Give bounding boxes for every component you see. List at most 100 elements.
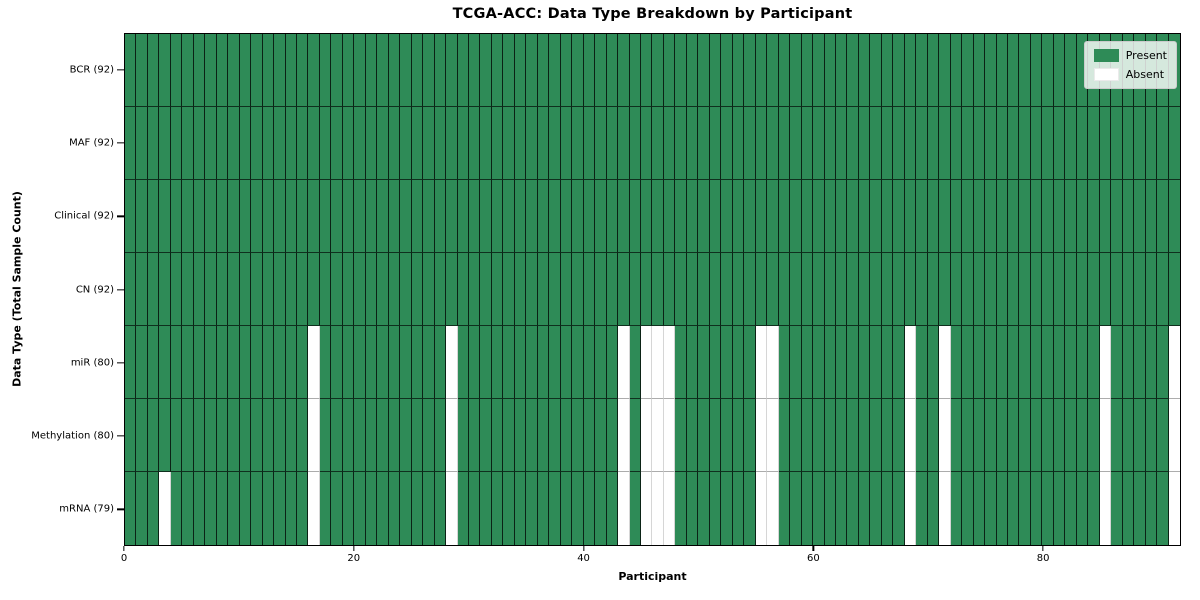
chart-title: TCGA-ACC: Data Type Breakdown by Partici… <box>452 6 853 22</box>
heatmap-cell <box>721 180 733 253</box>
heatmap-cell <box>698 472 710 545</box>
heatmap-cell <box>262 107 275 180</box>
heatmap-cell <box>996 472 1008 545</box>
heatmap-cell <box>962 34 974 107</box>
heatmap-cell <box>1030 399 1043 472</box>
heatmap-cell <box>618 253 630 326</box>
legend-item-present: Present <box>1093 49 1167 62</box>
heatmap-cell <box>606 34 619 107</box>
heatmap-cell <box>1065 180 1077 253</box>
legend-label-absent: Absent <box>1125 68 1165 81</box>
heatmap-cell <box>549 472 561 545</box>
heatmap-cell <box>813 399 825 472</box>
heatmap-cell <box>377 107 389 180</box>
heatmap-cell <box>985 326 997 399</box>
heatmap-cell <box>858 107 871 180</box>
heatmap-cell <box>1145 180 1158 253</box>
heatmap-cell <box>618 180 630 253</box>
heatmap-cell <box>962 472 974 545</box>
heatmap-cell <box>985 472 997 545</box>
y-tick-label: MAF (92) <box>69 137 114 149</box>
heatmap-row-mrna <box>125 472 1180 545</box>
heatmap-cell <box>973 34 986 107</box>
y-tick-label: BCR (92) <box>69 64 114 76</box>
heatmap-cell <box>125 180 137 253</box>
heatmap-cell <box>1076 107 1089 180</box>
heatmap-cell <box>480 34 492 107</box>
heatmap-cell <box>480 180 492 253</box>
heatmap-cell <box>1122 253 1135 326</box>
heatmap-cell <box>698 180 710 253</box>
heatmap-cell <box>1145 253 1158 326</box>
heatmap-cell <box>824 472 836 545</box>
heatmap-cell <box>285 34 297 107</box>
heatmap-cell <box>881 253 894 326</box>
heatmap-cell <box>251 253 263 326</box>
heatmap-cell <box>583 399 596 472</box>
heatmap-cell <box>1042 399 1054 472</box>
heatmap-cell <box>480 253 492 326</box>
heatmap-cell <box>755 326 768 399</box>
heatmap-cell <box>916 107 928 180</box>
heatmap-cell <box>858 472 871 545</box>
heatmap-cell <box>606 326 619 399</box>
heatmap-cell <box>572 180 584 253</box>
heatmap-cell <box>996 34 1008 107</box>
heatmap-cell <box>205 399 217 472</box>
heatmap-cell <box>709 253 722 326</box>
heatmap-cell <box>262 399 275 472</box>
heatmap-cell <box>939 107 951 180</box>
heatmap-cell <box>159 34 171 107</box>
heatmap-cell <box>193 399 206 472</box>
heatmap-cell <box>251 399 263 472</box>
heatmap-cell <box>147 34 160 107</box>
heatmap-cell <box>537 253 550 326</box>
heatmap-cell <box>537 180 550 253</box>
heatmap-cell <box>595 399 607 472</box>
heatmap-cell <box>480 107 492 180</box>
heatmap-cell <box>618 107 630 180</box>
heatmap-cell <box>434 399 447 472</box>
heatmap-cell <box>1122 180 1135 253</box>
heatmap-cell <box>950 399 963 472</box>
heatmap-cell <box>790 253 802 326</box>
heatmap-cell <box>698 399 710 472</box>
heatmap-cell <box>216 399 229 472</box>
heatmap-cell <box>549 107 561 180</box>
heatmap-cell <box>686 253 699 326</box>
heatmap-cell <box>216 253 229 326</box>
heatmap-cell <box>331 326 343 399</box>
heatmap-cell <box>285 107 297 180</box>
heatmap-cell <box>423 253 435 326</box>
heatmap-cell <box>1042 180 1054 253</box>
heatmap-cell <box>491 326 504 399</box>
heatmap-cell <box>480 472 492 545</box>
heatmap-cell <box>641 34 653 107</box>
heatmap-cell <box>205 34 217 107</box>
heatmap-cell <box>1088 107 1100 180</box>
x-tick-label: 40 <box>577 553 590 564</box>
heatmap-cell <box>514 180 527 253</box>
heatmap-cell <box>446 326 458 399</box>
y-tick-label: CN (92) <box>75 284 114 295</box>
heatmap-cell <box>1134 472 1146 545</box>
heatmap-cell <box>1019 326 1031 399</box>
heatmap-cell <box>629 399 642 472</box>
heatmap-cell <box>514 34 527 107</box>
heatmap-cell <box>136 472 148 545</box>
heatmap-cell <box>308 107 320 180</box>
heatmap-cell <box>365 326 378 399</box>
heatmap-cell <box>469 34 481 107</box>
heatmap-cell <box>297 253 309 326</box>
heatmap-cell <box>744 399 756 472</box>
heatmap-cell <box>801 472 814 545</box>
heatmap-cell <box>365 253 378 326</box>
heatmap-cell <box>663 180 676 253</box>
heatmap-cell <box>1076 326 1089 399</box>
heatmap-cell <box>709 472 722 545</box>
heatmap-cell <box>583 472 596 545</box>
heatmap-cell <box>297 326 309 399</box>
heatmap-cell <box>1168 180 1180 253</box>
y-tick-mark <box>117 215 124 217</box>
heatmap-cell <box>835 399 848 472</box>
